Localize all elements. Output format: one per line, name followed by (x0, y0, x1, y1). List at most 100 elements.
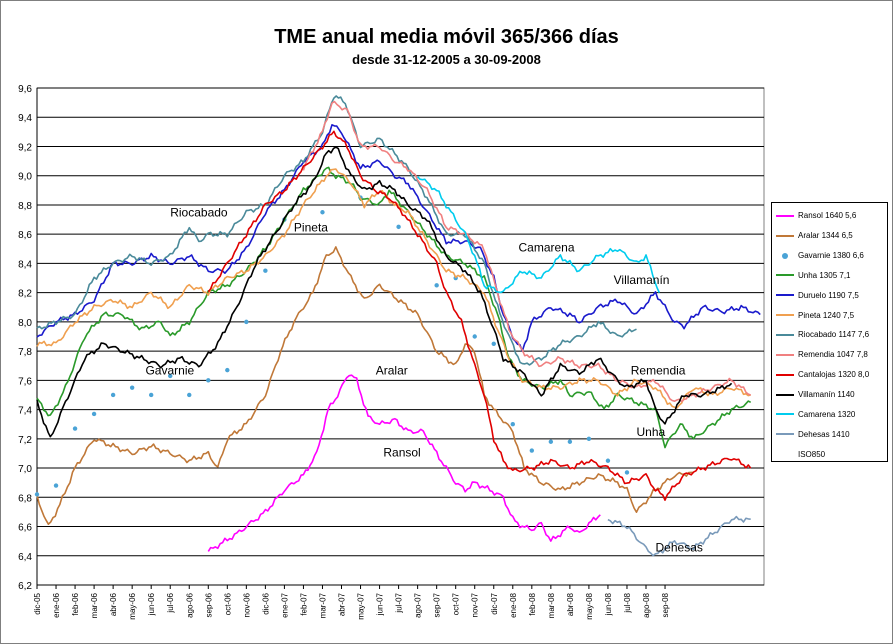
legend-label: Dehesas 1410 (798, 429, 850, 439)
x-tick-label: dic-07 (490, 592, 499, 614)
x-tick-label: mar-06 (90, 592, 99, 618)
legend-swatch (776, 411, 794, 417)
series-2-point (244, 319, 249, 325)
y-tick-label: 9,2 (18, 142, 32, 153)
x-tick-label: ago-07 (414, 592, 423, 617)
x-tick-label: oct-07 (452, 592, 461, 615)
y-tick-label: 8,8 (18, 201, 32, 212)
x-tick-label: jul-08 (623, 592, 632, 613)
annotation-2: Gavarnie (145, 364, 194, 378)
x-tick-label: ago-06 (185, 592, 194, 617)
annotation-0: Riocabado (170, 206, 228, 220)
x-tick-label: ene-07 (280, 592, 289, 617)
series-3-line (36, 166, 752, 449)
series-2-point (567, 439, 573, 444)
annotation-8: Unha (636, 425, 665, 439)
series-2-point (129, 385, 135, 390)
legend-label: Unha 1305 7,1 (798, 270, 851, 280)
legend-label: Camarena 1320 (798, 409, 856, 419)
series-8-line (207, 130, 752, 502)
x-tick-label: may-07 (357, 592, 366, 619)
x-tick-label: sep-07 (433, 592, 442, 617)
legend-swatch (776, 352, 794, 358)
legend-entry: Gavarnie 1380 6,6 (776, 246, 864, 266)
legend-entry: Pineta 1240 7,5 (776, 305, 854, 325)
annotation-9: Dehesas (656, 540, 703, 554)
x-tick-label: jun-07 (376, 592, 385, 616)
legend-entry: ISO850 (776, 444, 825, 464)
legend-entry: Dehesas 1410 (776, 424, 850, 444)
x-tick-label: sep-06 (204, 592, 213, 617)
legend-swatch (776, 272, 794, 278)
legend-entry: Unha 1305 7,1 (776, 266, 851, 286)
y-tick-label: 6,2 (18, 581, 32, 592)
x-tick-label: sep-08 (661, 592, 670, 617)
x-tick-label: mar-08 (547, 592, 556, 618)
series-2-point (434, 283, 439, 288)
x-tick-label: abr-08 (566, 592, 575, 616)
x-tick-label: dic-05 (33, 592, 42, 614)
chart-title: TME anual media móvil 365/366 días (274, 26, 619, 48)
legend-label: Villamanín 1140 (798, 390, 855, 400)
series-2-point (396, 224, 401, 230)
series-10-line (417, 176, 661, 294)
legend-entry: Duruelo 1190 7,5 (776, 285, 859, 305)
y-tick-label: 6,8 (18, 493, 32, 504)
series-2-point (624, 470, 630, 475)
y-tick-label: 8,4 (18, 259, 32, 270)
y-tick-label: 6,4 (18, 552, 32, 563)
legend-swatch (776, 233, 794, 239)
x-tick-label: may-08 (585, 592, 594, 619)
legend-swatch (776, 392, 794, 398)
series-2-point (53, 483, 59, 488)
annotation-3: Aralar (376, 364, 408, 378)
series-2-point (187, 392, 192, 398)
series-2-point (529, 448, 535, 453)
series-2-point (110, 392, 116, 398)
series-2-point (548, 439, 554, 444)
plot-area (36, 87, 765, 586)
x-tick-label: nov-07 (471, 592, 480, 617)
series-2-point (510, 422, 515, 427)
legend-label: Duruelo 1190 7,5 (798, 290, 859, 300)
y-tick-label: 9,4 (18, 113, 32, 124)
annotation-1: Pineta (294, 220, 328, 234)
series-0-line (207, 374, 601, 552)
series-2-point (206, 378, 211, 383)
legend-swatch (776, 252, 794, 259)
x-tick-label: ago-08 (642, 592, 651, 617)
legend-swatch (776, 213, 794, 219)
x-tick-label: ene-06 (52, 592, 61, 617)
series-9-line (36, 146, 733, 438)
series-7-line (302, 100, 751, 403)
series-2-point (72, 426, 78, 431)
y-tick-label: 8,2 (18, 289, 32, 300)
series-2-point (491, 341, 496, 347)
legend-label: Pineta 1240 7,5 (798, 310, 855, 320)
legend-label: Gavarnie 1380 6,6 (798, 251, 864, 261)
legend-label: Remendia 1047 7,8 (798, 350, 868, 360)
series-2-point (91, 411, 97, 417)
x-tick-label: may-06 (128, 592, 137, 619)
y-tick-label: 7,6 (18, 376, 32, 387)
x-tick-label: jul-06 (166, 592, 175, 613)
x-tick-label: feb-08 (528, 592, 537, 615)
legend-label: Cantalojas 1320 8,0 (798, 370, 870, 380)
series-2-point (168, 373, 173, 379)
legend-entry: Riocabado 1147 7,6 (776, 325, 869, 345)
legend-swatch (776, 372, 794, 378)
x-tick-label: feb-06 (71, 592, 80, 615)
series-2-point (605, 458, 611, 463)
legend-entry: Cantalojas 1320 8,0 (776, 365, 869, 385)
x-tick-label: jun-06 (147, 592, 156, 616)
legend-label: Riocabado 1147 7,6 (798, 330, 870, 340)
series-2-point (148, 392, 154, 398)
series-2-point (472, 334, 477, 339)
y-tick-label: 7,4 (18, 406, 32, 417)
legend-swatch (776, 312, 794, 318)
y-tick-label: 8,6 (18, 230, 32, 241)
annotation-5: Camarena (518, 241, 574, 255)
x-tick-label: oct-06 (223, 592, 232, 615)
series-11-line (607, 515, 751, 557)
